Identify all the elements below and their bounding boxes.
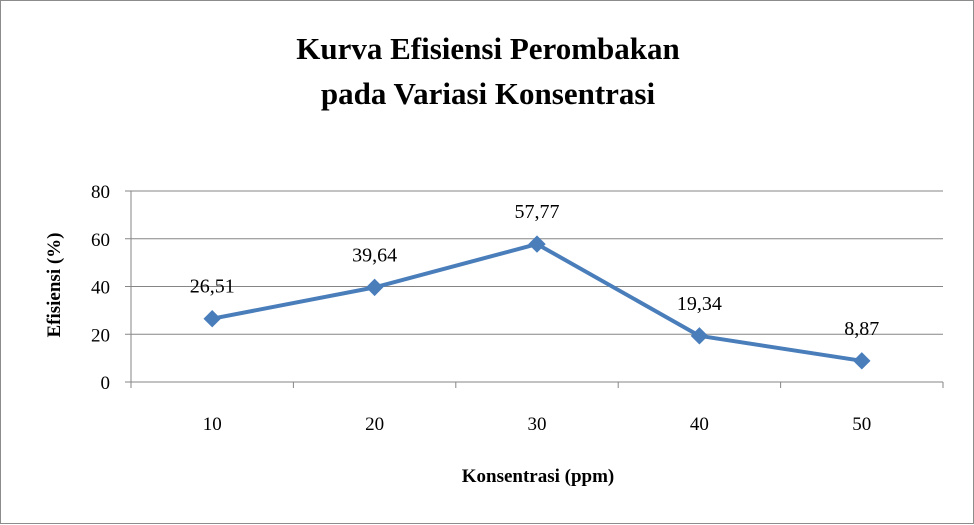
axes (125, 190, 944, 388)
y-axis-label: Efisiensi (%) (44, 232, 65, 337)
y-tick-label-40: 40 (91, 278, 110, 299)
x-tick-label-30: 30 (528, 414, 547, 435)
x-tick-label-10: 10 (203, 414, 222, 435)
x-axis-label: Konsentrasi (ppm) (462, 466, 615, 487)
x-tick-label-20: 20 (365, 414, 384, 435)
data-point-20 (365, 278, 384, 297)
data-label-40: 19,34 (677, 293, 722, 315)
y-tick-labels: 0 20 40 60 80 (91, 182, 110, 394)
data-point-50 (853, 352, 871, 370)
data-point-40 (690, 327, 709, 345)
data-labels: 26,51 39,64 57,77 19,34 8,87 (190, 201, 880, 340)
data-label-30: 57,77 (515, 201, 560, 223)
series-line (203, 235, 871, 370)
y-tick-label-20: 20 (91, 325, 110, 346)
x-tick-label-50: 50 (852, 414, 871, 435)
data-point-10 (203, 310, 221, 328)
data-point-30 (528, 235, 546, 253)
chart-title-line-2: pada Variasi Konsentrasi (321, 76, 656, 111)
data-label-10: 26,51 (190, 276, 235, 298)
y-tick-label-60: 60 (91, 230, 110, 251)
data-label-20: 39,64 (352, 244, 397, 266)
chart-title-line-1: Kurva Efisiensi Perombakan (296, 31, 680, 66)
series-line-path (210, 242, 864, 363)
x-tick-label-40: 40 (690, 414, 709, 435)
x-tick-labels: 10 20 30 40 50 (203, 414, 872, 435)
y-tick-label-80: 80 (91, 182, 110, 203)
y-tick-label-0: 0 (101, 373, 111, 394)
data-label-50: 8,87 (844, 318, 879, 340)
